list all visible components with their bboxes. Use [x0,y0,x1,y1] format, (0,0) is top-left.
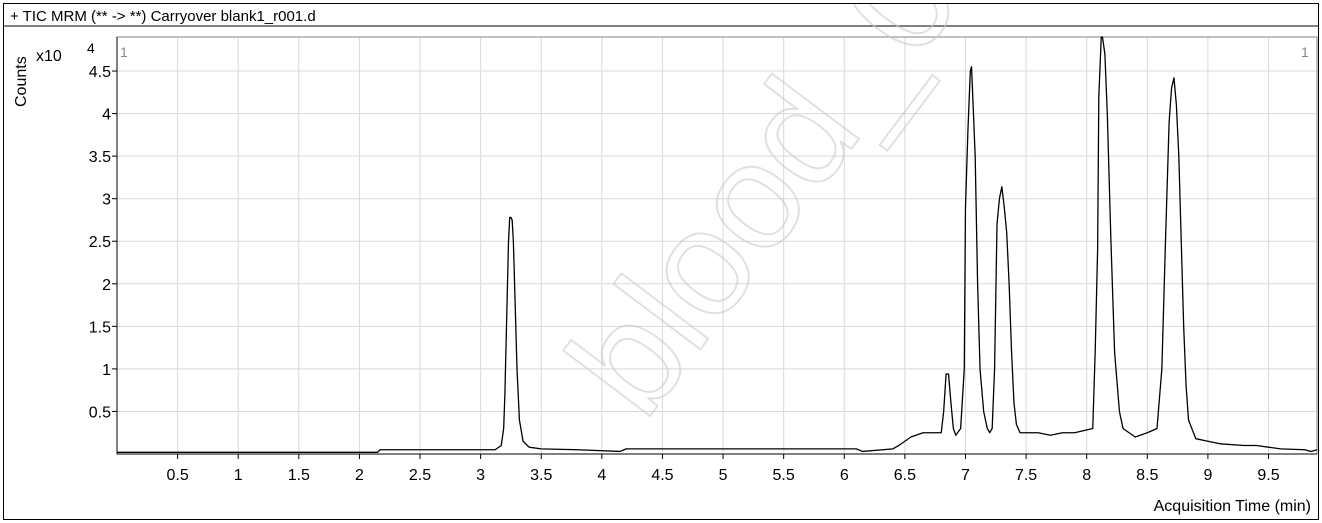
y-axis-multiplier: x10 [36,48,62,65]
series-layer [117,36,1318,453]
chart-title: + TIC MRM (** -> **) Carryover blank1_r0… [10,8,316,25]
x-tick-label: 5 [719,467,728,484]
y-tick-label: 4 [102,107,111,124]
y-tick-label: 3 [102,192,111,209]
y-tick-label: 1.5 [89,319,111,336]
x-tick-label: 8 [1082,467,1091,484]
y-tick-label: 1 [102,362,111,379]
watermark-text: blood_0307 [535,4,1141,443]
y-tick-label: 2.5 [89,234,111,251]
chart-frame: 0.5 1 1.5 2 2.5 3 3.5 4 4.5 5 5.5 6 6.5 7 7.5 8 8.5 9 9.5 0… [3,3,1319,520]
tick-labels: 0.5 1 1.5 2 2.5 3 3.5 4 4.5 5 5.5 6 6.5 7 7.5 8 8.5 9 9.5 0… [89,64,1280,484]
plot-index-left: 1 [120,44,128,60]
x-tick-label: 7 [961,467,970,484]
x-tick-label: 6 [840,467,849,484]
x-tick-label: 9.5 [1257,467,1279,484]
y-axis-label: Counts [13,56,30,107]
x-tick-label: 6.5 [894,467,916,484]
y-tick-label: 2 [102,277,111,294]
y-tick-label: 0.5 [89,404,111,421]
x-tick-label: 3 [476,467,485,484]
y-tick-label: 4.5 [89,64,111,81]
x-tick-label: 1.5 [288,467,310,484]
axes [112,37,1317,459]
x-tick-label: 9 [1203,467,1212,484]
x-tick-label: 4 [597,467,606,484]
y-axis-exponent: 4 [87,40,95,56]
x-tick-label: 2 [355,467,364,484]
x-tick-label: 7.5 [1015,467,1037,484]
y-tick-label: 3.5 [89,149,111,166]
x-tick-label: 2.5 [409,467,431,484]
plot-index-right: 1 [1301,44,1309,60]
x-tick-label: 1 [234,467,243,484]
tic-series-line [117,36,1318,453]
x-tick-label: 8.5 [1136,467,1158,484]
chromatogram-chart: 0.5 1 1.5 2 2.5 3 3.5 4 4.5 5 5.5 6 6.5 7 7.5 8 8.5 9 9.5 0… [4,4,1318,515]
x-tick-label: 3.5 [530,467,552,484]
x-tick-label: 0.5 [166,467,188,484]
x-tick-label: 5.5 [773,467,795,484]
x-axis-label: Acquisition Time (min) [1154,498,1311,515]
x-tick-label: 4.5 [651,467,673,484]
